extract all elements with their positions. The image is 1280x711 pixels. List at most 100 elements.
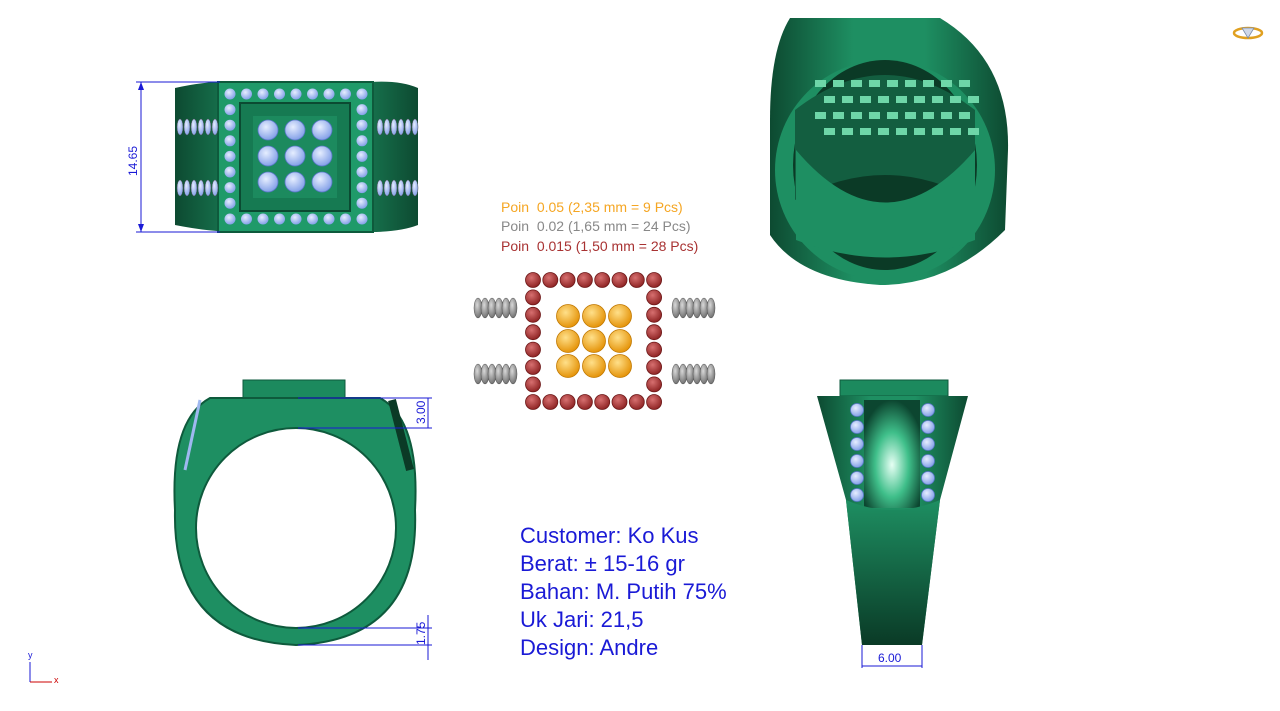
- info-berat: Berat: ± 15-16 gr: [520, 551, 685, 576]
- stone-blue: [356, 135, 368, 147]
- legend-gold-label: Poin: [501, 199, 530, 215]
- setting-hole: [851, 112, 862, 119]
- stone-group-grey: [473, 297, 716, 385]
- stone-gold: [608, 354, 632, 378]
- setting-hole: [869, 112, 880, 119]
- setting-hole: [878, 128, 889, 135]
- stone-blue-side: [204, 118, 212, 136]
- stone-blue-center: [311, 119, 333, 141]
- setting-hole: [842, 96, 853, 103]
- dim-label-height: 14.65: [126, 145, 140, 176]
- stone-blue: [356, 104, 368, 116]
- stone-red: [525, 272, 541, 288]
- stone-blue-side: [921, 420, 935, 434]
- stone-blue: [356, 213, 368, 225]
- stone-blue-side: [404, 118, 412, 136]
- info-uk-jari: Uk Jari: 21,5: [520, 607, 644, 632]
- stone-blue: [323, 88, 335, 100]
- stone-blue-side: [850, 454, 864, 468]
- stone-gold: [556, 304, 580, 328]
- stone-red: [559, 394, 576, 410]
- stone-red: [577, 272, 593, 288]
- stone-red: [646, 289, 662, 306]
- setting-hole: [914, 128, 925, 135]
- dim-label-bottom-thickness: 1.75: [414, 621, 428, 645]
- setting-hole: [824, 128, 835, 135]
- setting-hole: [905, 80, 916, 87]
- stone-blue-side: [921, 454, 935, 468]
- stone-blue-side: [850, 420, 864, 434]
- stone-red: [525, 324, 541, 341]
- setting-hole: [851, 80, 862, 87]
- stone-gold: [556, 354, 580, 378]
- stone-blue-center: [257, 119, 279, 141]
- setting-hole: [941, 112, 952, 119]
- info-block: Customer: Ko Kus Berat: ± 15-16 gr Bahan…: [520, 522, 727, 662]
- stone-red: [594, 394, 611, 410]
- setting-hole: [923, 112, 934, 119]
- stone-red: [525, 289, 541, 306]
- setting-hole: [842, 128, 853, 135]
- stone-gold: [582, 304, 606, 328]
- setting-hole: [914, 96, 925, 103]
- setting-hole: [968, 96, 979, 103]
- stone-red: [646, 376, 662, 393]
- stone-blue-side: [390, 179, 398, 197]
- stone-red: [525, 341, 541, 358]
- stone-red: [646, 359, 662, 375]
- stone-blue-side: [383, 179, 391, 197]
- stone-red: [628, 272, 645, 288]
- stone-red: [525, 376, 541, 393]
- stone-blue-side: [397, 118, 405, 136]
- legend-red: Poin 0.015 (1,50 mm = 28 Pcs): [501, 238, 698, 254]
- stone-blue: [224, 213, 236, 225]
- stone-blue-side: [921, 488, 935, 502]
- setting-hole: [950, 128, 961, 135]
- setting-hole: [905, 112, 916, 119]
- stone-blue-side: [850, 403, 864, 417]
- stone-blue-side: [921, 471, 935, 485]
- stone-blue: [356, 88, 368, 100]
- legend-gold: Poin 0.05 (2,35 mm = 9 Pcs): [501, 199, 683, 215]
- stone-blue: [224, 119, 236, 131]
- stone-gold: [582, 329, 606, 353]
- dim-label-top-thickness: 3.00: [414, 400, 428, 424]
- stone-blue: [224, 104, 236, 116]
- axis-y-label: y: [28, 650, 33, 660]
- stone-red: [594, 272, 611, 288]
- stone-red: [646, 272, 662, 288]
- stone-blue: [241, 213, 252, 225]
- front-view-ring: [173, 379, 417, 647]
- setting-hole: [959, 80, 970, 87]
- stone-blue-side: [411, 118, 419, 136]
- setting-hole: [896, 128, 907, 135]
- stone-blue: [290, 88, 302, 100]
- stone-blue-center: [257, 171, 279, 193]
- stone-blue-side: [411, 179, 419, 197]
- dimension-height: [136, 81, 220, 233]
- stone-blue-side: [183, 179, 191, 197]
- setting-hole: [923, 80, 934, 87]
- info-bahan: Bahan: M. Putih 75%: [520, 579, 727, 604]
- legend-gold-value: 0.05 (2,35 mm = 9 Pcs): [536, 199, 683, 215]
- stone-red: [577, 394, 593, 410]
- stone-blue: [224, 182, 236, 194]
- stone-blue-side: [376, 118, 384, 136]
- side-view-ring: [817, 379, 968, 645]
- stone-blue: [307, 213, 318, 225]
- stone-blue: [356, 166, 368, 178]
- stone-blue-side: [390, 118, 398, 136]
- stone-blue: [224, 150, 236, 162]
- stone-blue-center: [311, 145, 333, 167]
- dim-label-width: 6.00: [878, 651, 902, 665]
- stone-red: [628, 394, 645, 410]
- stone-blue: [340, 88, 351, 100]
- stone-blue: [356, 197, 368, 209]
- stone-blue-side: [397, 179, 405, 197]
- diamond-ring-icon: [1232, 26, 1264, 40]
- stone-layout-diagram: [473, 272, 716, 410]
- setting-hole: [860, 96, 871, 103]
- setting-hole: [833, 80, 844, 87]
- axis-x-label: x: [54, 675, 59, 685]
